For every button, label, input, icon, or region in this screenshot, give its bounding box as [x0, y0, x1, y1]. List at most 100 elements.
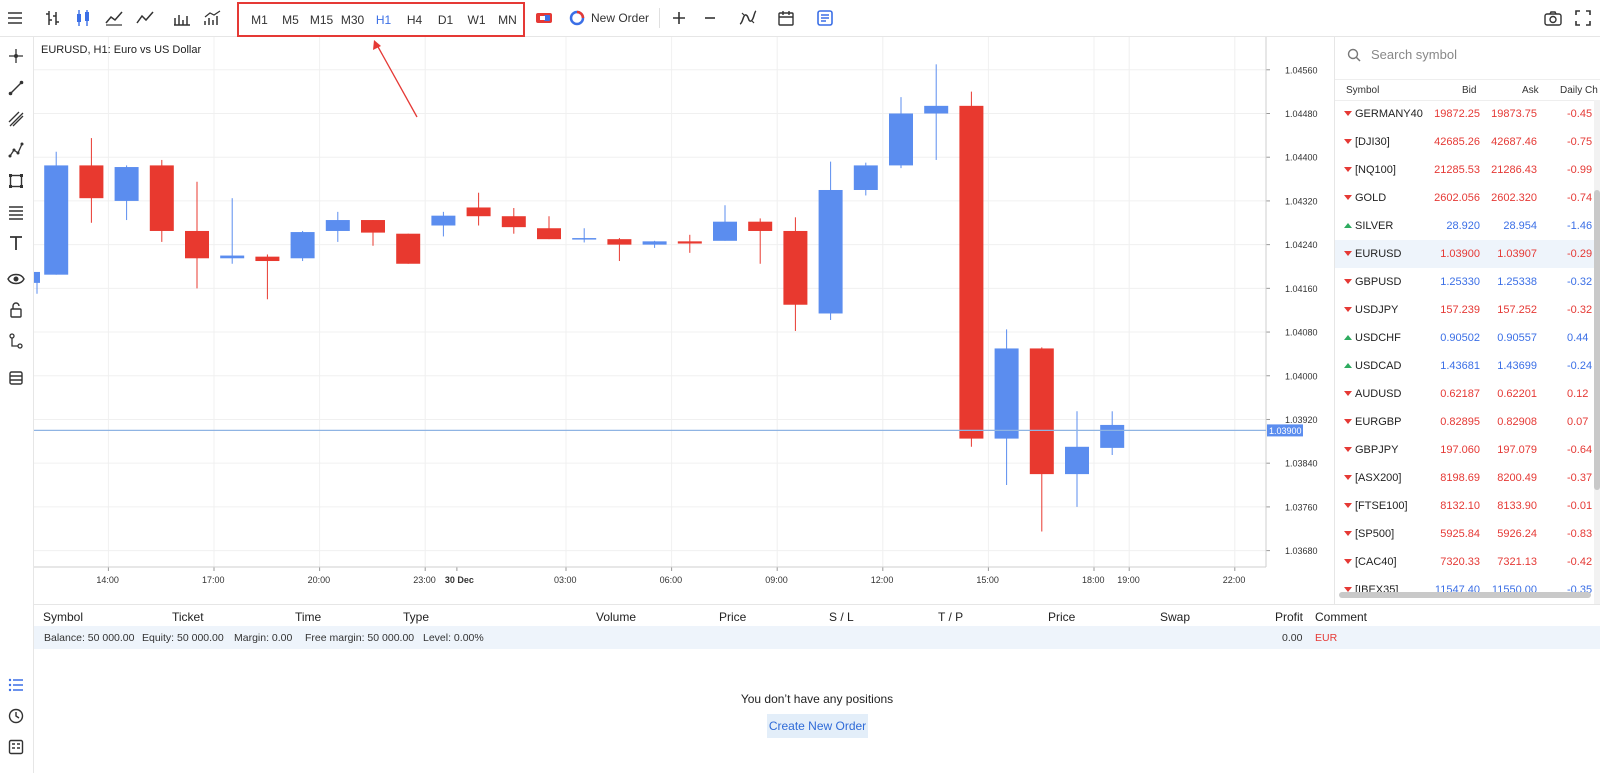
market-watch-row[interactable]: AUDUSD 0.62187 0.62201 0.12: [1335, 380, 1600, 408]
fullscreen-icon[interactable]: [1570, 6, 1596, 30]
market-watch-row[interactable]: GERMANY40 19872.25 19873.75 -0.45: [1335, 100, 1600, 128]
timeframe-m1[interactable]: M1: [251, 12, 268, 27]
candle-body: [44, 165, 69, 275]
column-ask[interactable]: Ask: [1522, 85, 1539, 96]
market-watch-row[interactable]: USDCAD 1.43681 1.43699 -0.24: [1335, 352, 1600, 380]
screenshot-icon[interactable]: [1540, 6, 1566, 30]
ask-price: 0.90557: [1497, 332, 1537, 344]
symbol-search[interactable]: Search symbol: [1347, 47, 1457, 62]
price-down-arrow-icon: [1344, 279, 1352, 284]
column-symbol[interactable]: Symbol: [43, 610, 84, 624]
positions-list-icon[interactable]: [5, 674, 27, 696]
calendar-icon[interactable]: [773, 6, 799, 30]
candlestick-chart[interactable]: 1.04560 1.04480 1.04400 1.04320 1.04240 1.041…: [34, 37, 1334, 604]
depth-of-market-icon[interactable]: [812, 6, 838, 30]
timeframe-m30[interactable]: M30: [340, 12, 365, 27]
crosshair-icon[interactable]: [5, 45, 27, 67]
market-watch-row[interactable]: SILVER 28.920 28.954 -1.46: [1335, 212, 1600, 240]
market-watch-row[interactable]: [ASX200] 8198.69 8200.49 -0.37: [1335, 464, 1600, 492]
zoom-in-icon[interactable]: [666, 6, 692, 30]
visibility-eye-icon[interactable]: [5, 268, 27, 290]
candle-body: [783, 230, 808, 305]
object-tree-icon[interactable]: [5, 330, 27, 352]
indicator-wave-icon[interactable]: [735, 6, 761, 30]
market-watch-row[interactable]: USDCHF 0.90502 0.90557 0.44: [1335, 324, 1600, 352]
account-currency: EUR: [1315, 632, 1338, 644]
menu-icon[interactable]: [2, 6, 28, 30]
timeframe-w1[interactable]: W1: [467, 12, 486, 27]
line-chart-type-icon[interactable]: [132, 6, 158, 30]
timeframe-m5[interactable]: M5: [282, 12, 299, 27]
bid-price: 28.920: [1446, 220, 1480, 232]
market-watch-row[interactable]: GOLD 2602.056 2602.320 -0.74: [1335, 184, 1600, 212]
column-type[interactable]: Type: [403, 610, 430, 624]
create-new-order-button[interactable]: Create New Order: [767, 714, 868, 738]
column-current-price[interactable]: Price: [1048, 610, 1076, 624]
search-input[interactable]: Search symbol: [1371, 47, 1457, 62]
column-daily-change[interactable]: Daily Ch: [1560, 85, 1598, 96]
market-watch-row[interactable]: [IBEX35] 11547.40 11550.00 -0.35: [1335, 576, 1600, 604]
column-time[interactable]: Time: [295, 610, 322, 624]
scrollbar-thumb[interactable]: [1594, 190, 1600, 490]
market-watch-row[interactable]: USDJPY 157.239 157.252 -0.32: [1335, 296, 1600, 324]
indicators-icon[interactable]: [199, 6, 225, 30]
column-volume[interactable]: Volume: [596, 610, 637, 624]
timeframe-h4[interactable]: H4: [406, 12, 423, 27]
candle-body: [889, 113, 913, 166]
candlestick-chart-type-icon[interactable]: [70, 6, 96, 30]
column-bid[interactable]: Bid: [1462, 85, 1477, 96]
new-order-button[interactable]: New Order: [569, 8, 649, 28]
candle: [889, 97, 913, 169]
text-tool-icon[interactable]: [5, 232, 27, 254]
journal-icon[interactable]: [5, 736, 27, 758]
column-price[interactable]: Price: [719, 610, 747, 624]
layers-icon[interactable]: [5, 367, 27, 389]
candle-body: [677, 241, 702, 244]
market-watch-row[interactable]: [CAC40] 7320.33 7321.13 -0.42: [1335, 548, 1600, 576]
price-chart[interactable]: 1.04560 1.04480 1.04400 1.04320 1.04240 1.041…: [34, 37, 1334, 604]
column-take-profit[interactable]: T / P: [938, 610, 964, 624]
column-symbol[interactable]: Symbol: [1346, 85, 1380, 96]
column-profit[interactable]: Profit: [1275, 610, 1304, 624]
market-watch-row[interactable]: EURUSD 1.03900 1.03907 -0.29: [1335, 240, 1600, 268]
channel-icon[interactable]: [5, 108, 27, 130]
polyline-icon[interactable]: [5, 139, 27, 161]
market-watch-row[interactable]: [DJI30] 42685.26 42687.46 -0.75: [1335, 128, 1600, 156]
volume-icon[interactable]: [169, 6, 195, 30]
price-up-arrow-icon: [1344, 223, 1352, 228]
trend-line-icon[interactable]: [5, 77, 27, 99]
zoom-out-icon[interactable]: [697, 6, 723, 30]
market-watch-row[interactable]: GBPUSD 1.25330 1.25338 -0.32: [1335, 268, 1600, 296]
column-comment[interactable]: Comment: [1315, 610, 1368, 624]
column-swap[interactable]: Swap: [1160, 610, 1191, 624]
area-chart-type-icon[interactable]: [101, 6, 127, 30]
column-ticket[interactable]: Ticket: [172, 610, 204, 624]
history-icon[interactable]: [5, 705, 27, 727]
timeframe-d1[interactable]: D1: [437, 12, 454, 27]
bid-price: 19872.25: [1434, 108, 1480, 120]
candle: [677, 234, 702, 253]
candle-body: [501, 216, 526, 228]
candle-body: [255, 256, 280, 262]
lock-icon[interactable]: [5, 299, 27, 321]
market-watch-row[interactable]: GBPJPY 197.060 197.079 -0.64: [1335, 436, 1600, 464]
timeframe-m15[interactable]: M15: [309, 12, 334, 27]
market-watch-row[interactable]: [SP500] 5925.84 5926.24 -0.83: [1335, 520, 1600, 548]
one-click-trading-icon[interactable]: [531, 6, 557, 30]
fibonacci-icon[interactable]: [5, 201, 27, 223]
market-watch-horizontal-scrollbar[interactable]: [1339, 592, 1591, 598]
column-stop-loss[interactable]: S / L: [829, 610, 854, 624]
candle: [220, 198, 245, 264]
candle-body: [642, 241, 667, 245]
timeframe-mn[interactable]: MN: [498, 12, 517, 27]
ask-price: 157.252: [1497, 304, 1537, 316]
market-watch-row[interactable]: [FTSE100] 8132.10 8133.90 -0.01: [1335, 492, 1600, 520]
shapes-icon[interactable]: [5, 170, 27, 192]
y-axis-tick-label: 1.04240: [1285, 240, 1318, 250]
timeframe-h1[interactable]: H1: [375, 12, 392, 27]
bar-chart-type-icon[interactable]: [40, 6, 66, 30]
candle: [1100, 411, 1125, 455]
market-watch-row[interactable]: [NQ100] 21285.53 21286.43 -0.99: [1335, 156, 1600, 184]
market-watch-scrollbar[interactable]: [1594, 100, 1600, 604]
market-watch-row[interactable]: EURGBP 0.82895 0.82908 0.07: [1335, 408, 1600, 436]
